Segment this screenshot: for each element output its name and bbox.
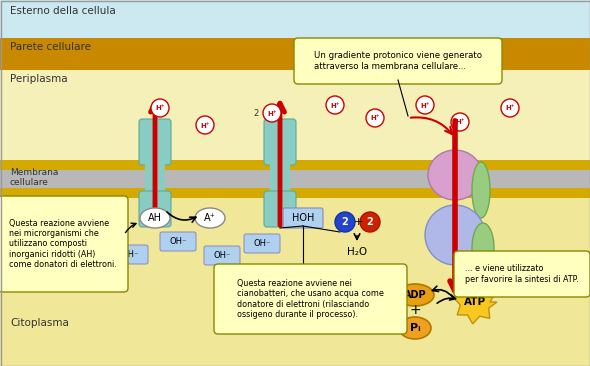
- Text: Un gradiente protonico viene generato
attraverso la membrana cellulare...: Un gradiente protonico viene generato at…: [314, 51, 482, 71]
- Ellipse shape: [428, 150, 482, 200]
- Text: ATP: ATP: [464, 297, 486, 307]
- Ellipse shape: [472, 162, 490, 218]
- Text: ... e viene utilizzato
per favorire la sintesi di ATP.: ... e viene utilizzato per favorire la s…: [465, 264, 579, 284]
- FancyArrowPatch shape: [432, 286, 453, 298]
- Ellipse shape: [140, 208, 170, 228]
- Circle shape: [263, 104, 281, 122]
- Text: H⁺: H⁺: [267, 111, 277, 116]
- Bar: [0, 160, 590, 170]
- Text: Pᵢ: Pᵢ: [409, 323, 420, 333]
- Text: HOH: HOH: [292, 213, 314, 223]
- FancyBboxPatch shape: [454, 251, 590, 297]
- Text: H⁺: H⁺: [155, 105, 165, 112]
- Text: OH⁻: OH⁻: [253, 239, 271, 248]
- FancyBboxPatch shape: [160, 232, 196, 251]
- FancyArrowPatch shape: [167, 212, 196, 222]
- FancyBboxPatch shape: [264, 191, 296, 227]
- Circle shape: [151, 99, 169, 117]
- Polygon shape: [454, 281, 497, 324]
- Text: 2: 2: [342, 217, 348, 227]
- FancyBboxPatch shape: [112, 245, 148, 264]
- Text: ADP: ADP: [404, 290, 427, 300]
- Bar: [0, 188, 590, 198]
- FancyBboxPatch shape: [264, 119, 296, 165]
- Circle shape: [501, 99, 519, 117]
- Text: H⁺: H⁺: [420, 102, 430, 108]
- Text: OH⁻: OH⁻: [169, 237, 186, 246]
- Text: H⁺: H⁺: [200, 123, 210, 128]
- FancyArrowPatch shape: [411, 117, 452, 134]
- FancyBboxPatch shape: [204, 246, 240, 265]
- Ellipse shape: [472, 223, 494, 273]
- FancyBboxPatch shape: [294, 38, 502, 84]
- Text: H⁺: H⁺: [455, 120, 465, 126]
- Text: H⁺: H⁺: [330, 102, 340, 108]
- Bar: [0, 0, 590, 38]
- FancyArrowPatch shape: [126, 223, 136, 233]
- Bar: [0, 198, 590, 366]
- Circle shape: [360, 212, 380, 232]
- Text: Esterno della cellula: Esterno della cellula: [10, 6, 116, 16]
- FancyBboxPatch shape: [214, 264, 407, 334]
- Text: Periplasma: Periplasma: [10, 74, 68, 84]
- Ellipse shape: [425, 205, 485, 265]
- Text: AH: AH: [148, 213, 162, 223]
- FancyBboxPatch shape: [244, 234, 280, 253]
- Text: H₂O: H₂O: [347, 247, 367, 257]
- Ellipse shape: [195, 208, 225, 228]
- Ellipse shape: [396, 284, 434, 306]
- Ellipse shape: [399, 317, 431, 339]
- Text: OH⁻: OH⁻: [214, 251, 231, 260]
- Text: 2: 2: [366, 217, 373, 227]
- Text: Citoplasma: Citoplasma: [10, 318, 69, 328]
- Bar: [0, 70, 590, 160]
- Text: +: +: [353, 217, 363, 227]
- Bar: [0, 38, 590, 70]
- FancyBboxPatch shape: [283, 208, 323, 228]
- Text: Membrana
cellulare: Membrana cellulare: [10, 168, 58, 187]
- FancyArrowPatch shape: [437, 295, 455, 303]
- Text: Parete cellulare: Parete cellulare: [10, 42, 91, 52]
- Text: H⁺: H⁺: [505, 105, 514, 112]
- Text: Questa reazione avviene
nei microrganismi che
utilizzano composti
inorganici rid: Questa reazione avviene nei microrganism…: [9, 219, 117, 269]
- Circle shape: [335, 212, 355, 232]
- Text: A⁺: A⁺: [204, 213, 216, 223]
- Bar: [0, 170, 590, 188]
- Circle shape: [366, 109, 384, 127]
- Text: H⁺: H⁺: [371, 116, 380, 122]
- FancyBboxPatch shape: [139, 191, 171, 227]
- Text: +: +: [409, 303, 421, 317]
- FancyBboxPatch shape: [0, 196, 128, 292]
- Text: 2: 2: [254, 108, 259, 117]
- Bar: [270, 158, 290, 200]
- Circle shape: [416, 96, 434, 114]
- Text: OH⁻: OH⁻: [122, 250, 139, 259]
- Circle shape: [196, 116, 214, 134]
- FancyBboxPatch shape: [139, 119, 171, 165]
- Bar: [145, 158, 165, 200]
- Circle shape: [451, 113, 469, 131]
- Circle shape: [326, 96, 344, 114]
- Text: Questa reazione avviene nei
cianobatteri, che usano acqua come
donatore di elett: Questa reazione avviene nei cianobatteri…: [237, 279, 384, 319]
